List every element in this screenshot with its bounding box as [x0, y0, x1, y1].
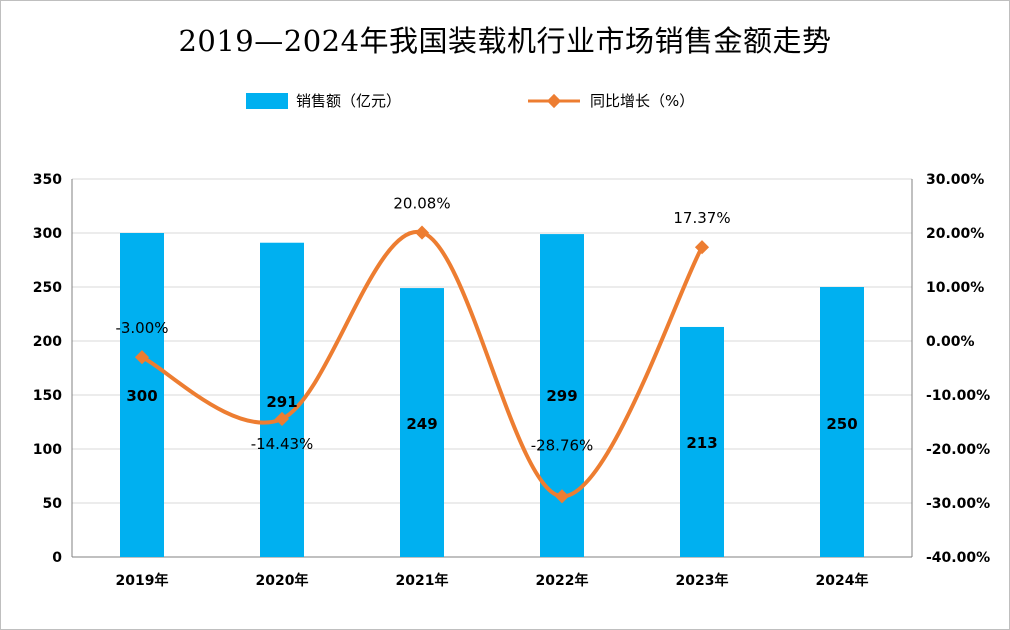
chart-legend: 销售额（亿元） 同比增长（%）: [0, 90, 1010, 118]
y-right-tick-label: -30.00%: [926, 496, 990, 512]
bar: [400, 288, 444, 557]
growth-value-label: 17.37%: [673, 209, 730, 227]
y-right-tick-label: 10.00%: [926, 280, 984, 296]
x-category-label: 2024年: [816, 572, 869, 589]
legend-item-sales: 销售额（亿元）: [246, 90, 401, 111]
y-right-tick-label: -40.00%: [926, 550, 990, 566]
growth-point: [414, 225, 430, 240]
y-left-tick-label: 200: [33, 334, 62, 350]
x-category-label: 2021年: [396, 572, 449, 589]
growth-value-label: -28.76%: [531, 436, 594, 454]
growth-line: [140, 230, 704, 499]
y-left-tick-label: 350: [33, 172, 62, 188]
y-left-tick-label: 0: [52, 550, 62, 566]
bar: [820, 287, 864, 557]
x-category-label: 2022年: [536, 572, 589, 589]
bar-value-label: 291: [266, 393, 297, 411]
y-left-tick-label: 50: [43, 496, 63, 512]
y-left-tick-label: 150: [33, 388, 62, 404]
y-right-tick-label: 0.00%: [926, 334, 975, 350]
y-right-tick-label: -10.00%: [926, 388, 990, 404]
legend-label-growth: 同比增长（%）: [590, 92, 695, 110]
bar: [680, 326, 724, 557]
bar-value-label: 300: [126, 387, 157, 405]
bar-value-label: 213: [686, 434, 717, 452]
growth-value-label: 20.08%: [393, 195, 450, 213]
y-right-tick-label: 30.00%: [926, 172, 984, 188]
y-right-tick-label: 20.00%: [926, 226, 984, 242]
bar-value-label: 249: [406, 415, 437, 433]
growth-value-label: -14.43%: [251, 435, 314, 453]
bar-value-label: 299: [546, 387, 577, 405]
bar: [120, 233, 164, 557]
y-left-tick-label: 250: [33, 280, 62, 296]
y-left-tick-label: 300: [33, 226, 62, 242]
growth-point: [554, 489, 570, 504]
chart-title: 2019—2024年我国装载机行业市场销售金额走势: [178, 24, 832, 58]
legend-item-growth: 同比增长（%）: [526, 90, 694, 111]
growth-point: [134, 350, 150, 365]
legend-line-swatch: [528, 93, 580, 108]
x-category-label: 2019年: [116, 572, 169, 589]
y-right-tick-label: -20.00%: [926, 442, 990, 458]
growth-value-label: -3.00%: [115, 319, 168, 337]
y-left-tick-label: 100: [33, 442, 62, 458]
growth-point: [694, 240, 710, 255]
legend-bar-swatch: [246, 92, 288, 109]
bar-value-label: 250: [826, 415, 857, 433]
x-category-label: 2023年: [676, 572, 729, 589]
growth-point: [274, 411, 290, 426]
bar: [260, 242, 304, 557]
legend-label-sales: 销售额（亿元）: [296, 92, 402, 110]
x-category-label: 2020年: [256, 572, 309, 589]
